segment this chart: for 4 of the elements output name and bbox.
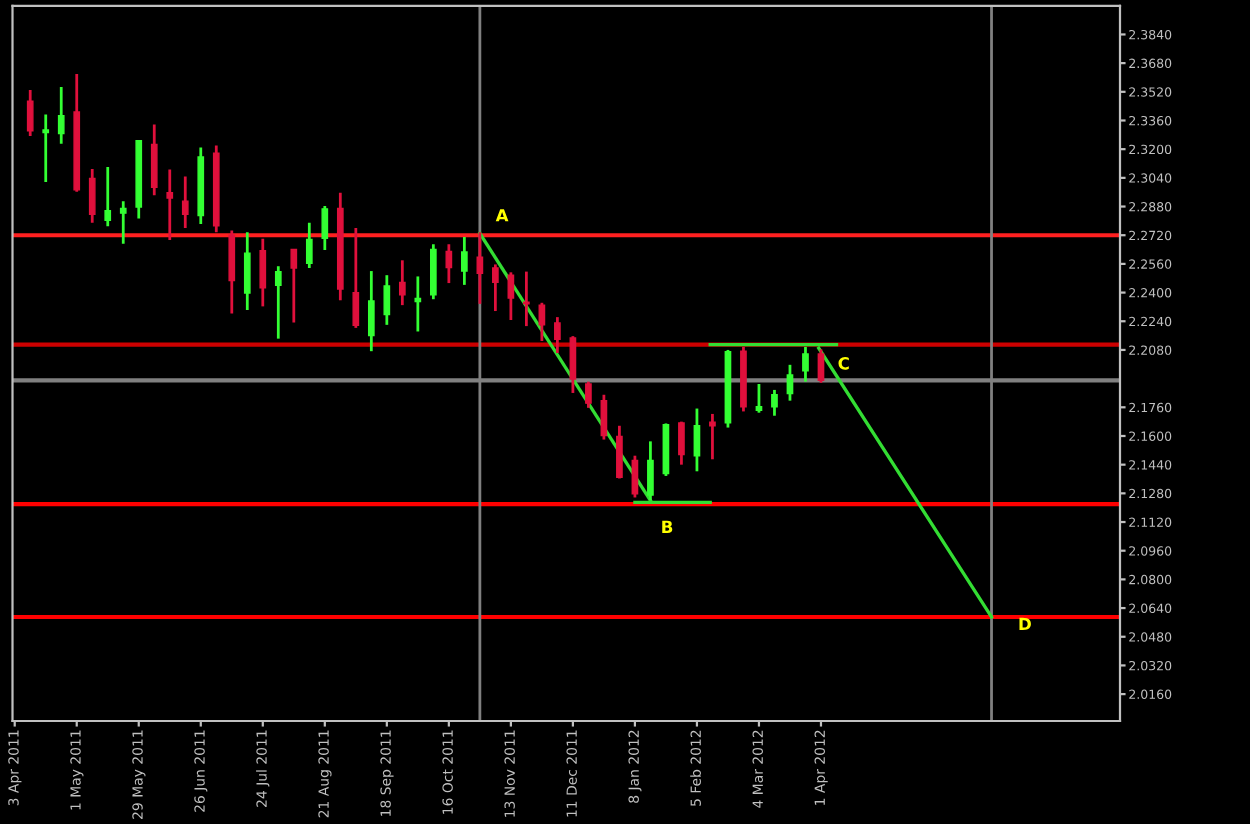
annotation: D xyxy=(1019,617,1031,630)
annotation: A xyxy=(495,209,509,222)
annotation: B xyxy=(662,520,673,533)
annotation: C xyxy=(838,357,849,370)
